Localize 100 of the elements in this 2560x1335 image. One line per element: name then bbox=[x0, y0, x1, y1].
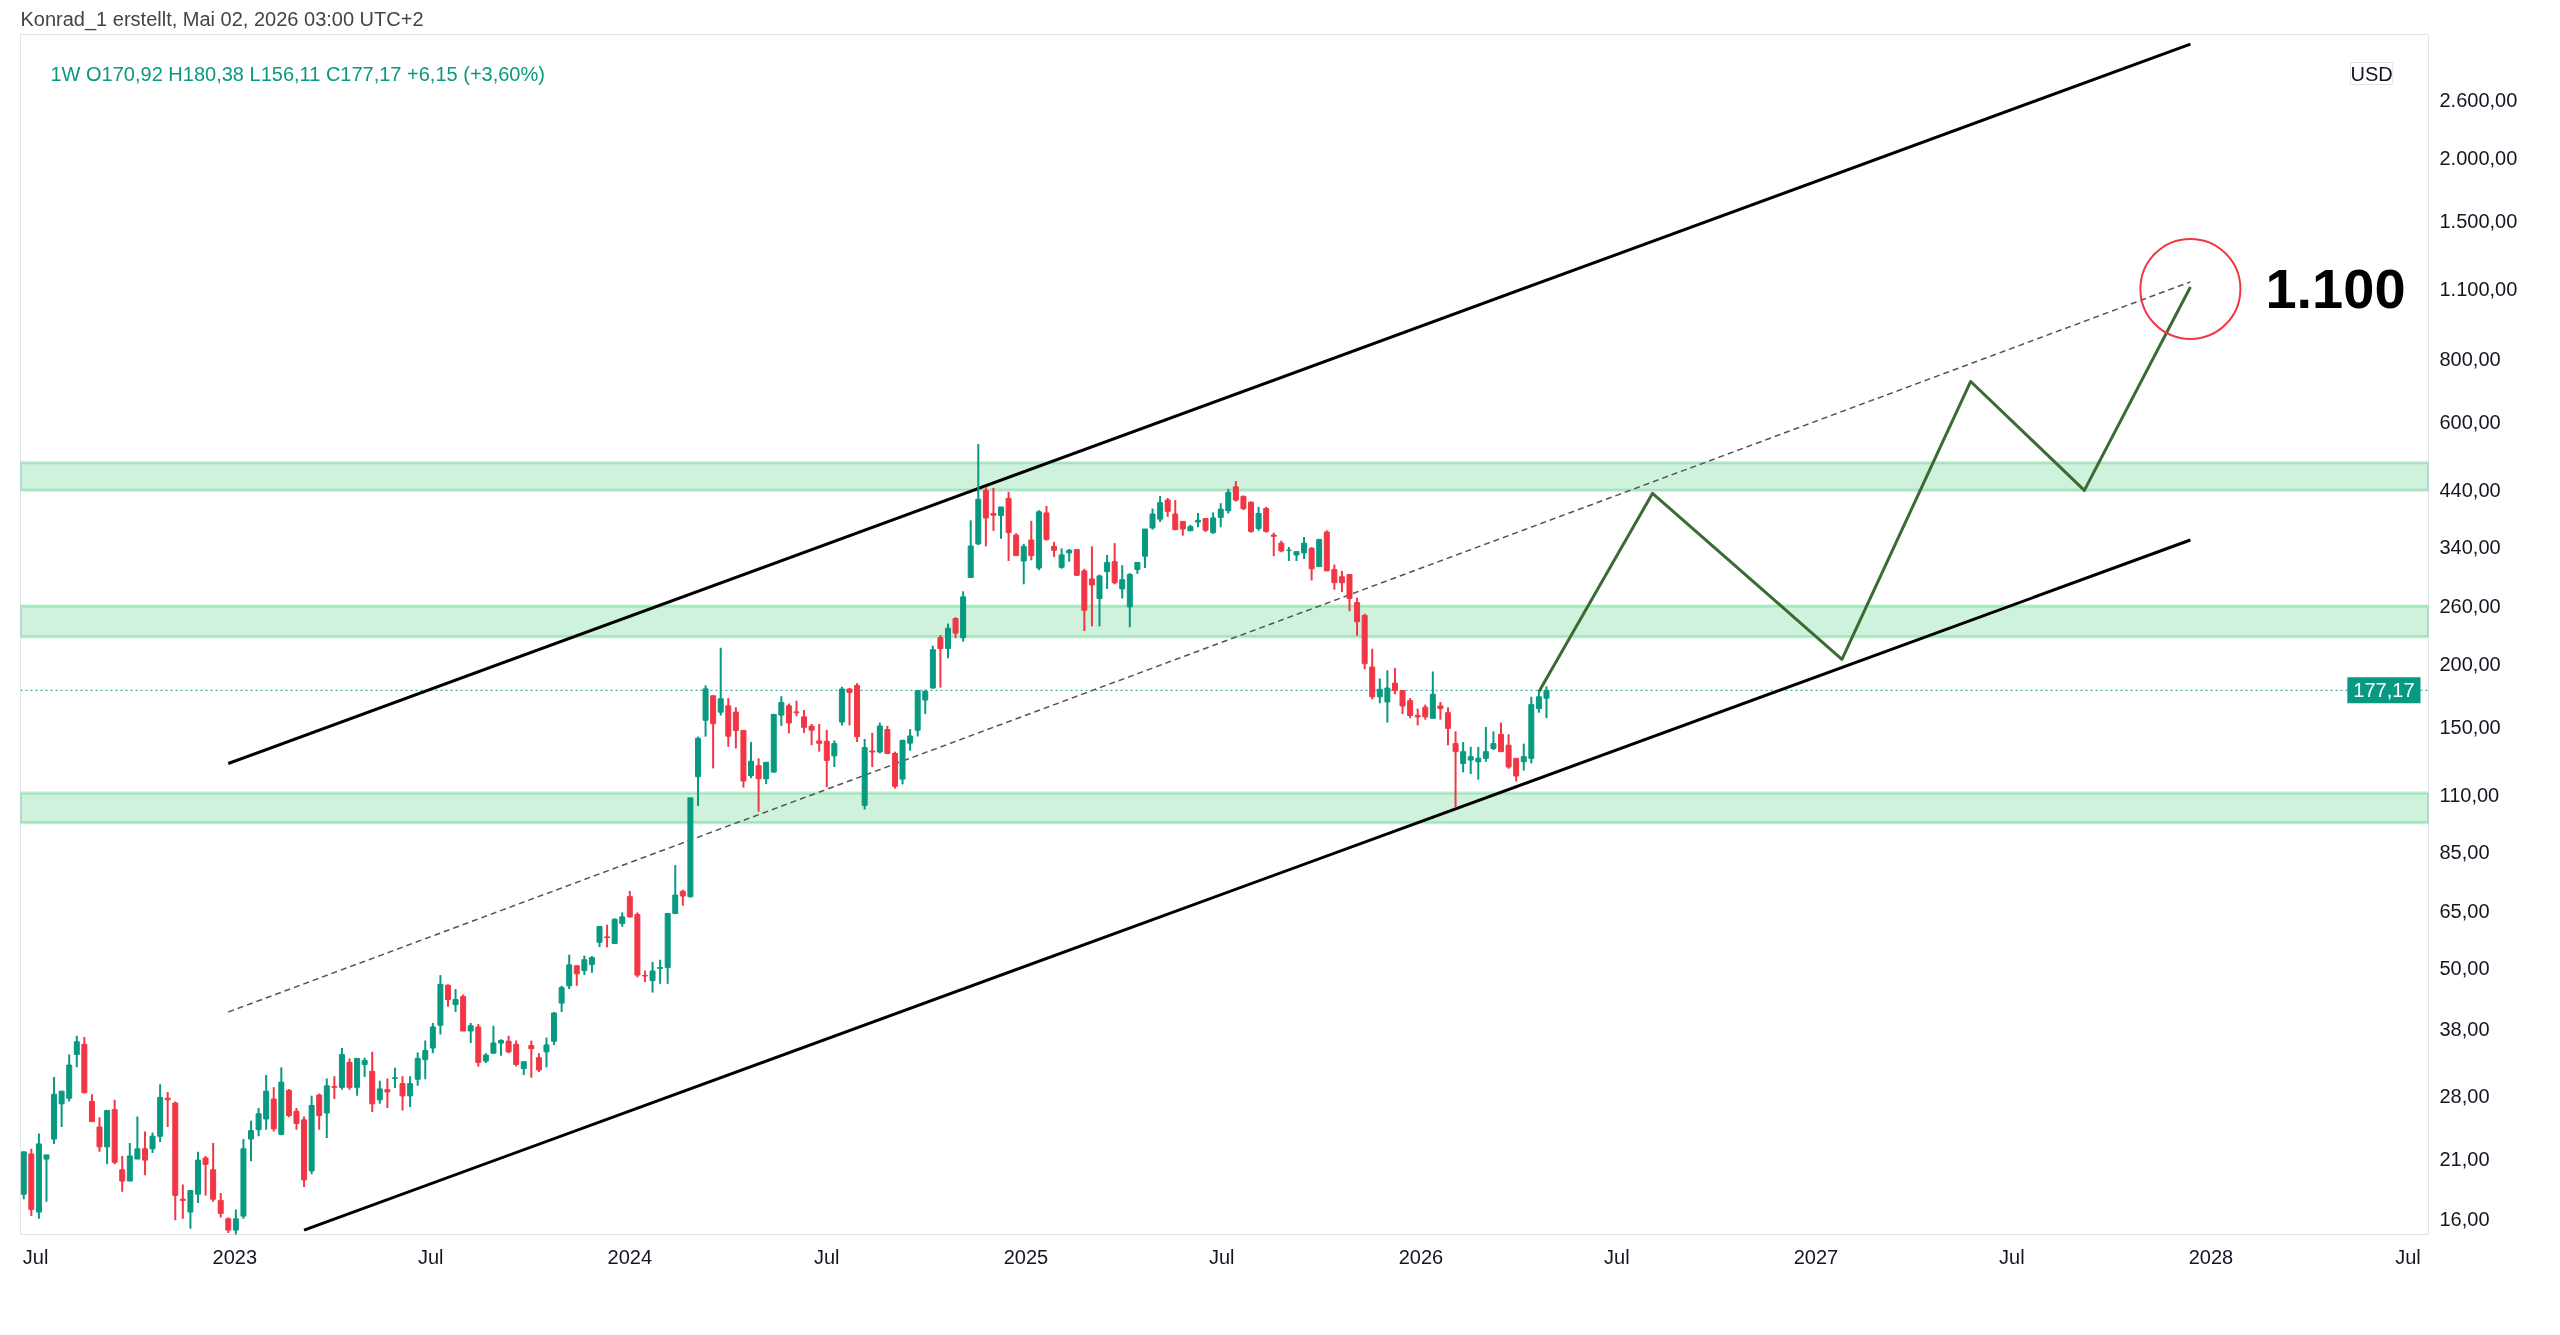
candlestick bbox=[573, 964, 580, 987]
y-tick-label: 1.500,00 bbox=[2439, 209, 2518, 232]
candlestick bbox=[649, 960, 656, 994]
x-tick-label: 2026 bbox=[1398, 1245, 1444, 1268]
y-tick-label: 65,00 bbox=[2439, 899, 2490, 922]
candlestick bbox=[331, 1075, 338, 1100]
x-tick-label: 2028 bbox=[2188, 1245, 2234, 1268]
y-tick-label: 85,00 bbox=[2439, 840, 2490, 863]
candlestick bbox=[1111, 542, 1118, 586]
candlestick bbox=[604, 923, 611, 949]
candlestick bbox=[566, 953, 573, 991]
x-tick-label: Jul bbox=[22, 1245, 49, 1268]
candlestick bbox=[1164, 496, 1171, 518]
candlestick bbox=[823, 728, 830, 789]
y-tick-label: 150,00 bbox=[2439, 715, 2501, 738]
y-tick-label: 800,00 bbox=[2439, 347, 2501, 370]
y-tick-label: 21,00 bbox=[2439, 1148, 2490, 1171]
candlestick bbox=[1058, 547, 1065, 570]
y-tick-label: 260,00 bbox=[2439, 594, 2501, 617]
y-tick-label: 2.000,00 bbox=[2439, 146, 2518, 169]
ref-line-label: 177,17 bbox=[2353, 679, 2415, 702]
x-tick-label: Jul bbox=[2395, 1245, 2421, 1268]
candlestick bbox=[543, 1036, 550, 1069]
x-tick-label: Jul bbox=[1999, 1245, 2025, 1268]
candlestick bbox=[361, 1056, 368, 1079]
candlestick bbox=[558, 984, 565, 1013]
x-tick-label: 2025 bbox=[1003, 1245, 1049, 1268]
candlestick bbox=[1490, 730, 1497, 752]
candlestick bbox=[1255, 505, 1262, 532]
candlestick bbox=[202, 1154, 209, 1197]
candlestick bbox=[376, 1079, 383, 1105]
candlestick bbox=[1270, 531, 1277, 558]
candlestick bbox=[1172, 499, 1179, 532]
candlestick bbox=[1354, 596, 1361, 637]
y-tick-label: 1.100,00 bbox=[2439, 277, 2518, 300]
candlestick bbox=[763, 761, 770, 786]
candlestick bbox=[952, 616, 959, 640]
candlestick bbox=[937, 634, 944, 689]
candlestick bbox=[1088, 545, 1095, 628]
y-tick-label: 2.600,00 bbox=[2439, 88, 2518, 111]
y-tick-label: 38,00 bbox=[2439, 1017, 2490, 1040]
y-tick-label: 28,00 bbox=[2439, 1084, 2490, 1107]
y-tick-label: 440,00 bbox=[2439, 479, 2501, 502]
y-tick-label: 200,00 bbox=[2439, 652, 2501, 675]
candlestick bbox=[1210, 511, 1217, 535]
candlestick bbox=[816, 722, 823, 753]
candlestick bbox=[88, 1093, 95, 1123]
candlestick bbox=[316, 1092, 323, 1131]
candlestick bbox=[1308, 546, 1315, 582]
candlestick bbox=[96, 1116, 103, 1153]
candlestick bbox=[445, 983, 451, 1008]
candlestick bbox=[452, 988, 459, 1013]
y-tick-label: 16,00 bbox=[2439, 1207, 2490, 1230]
candlestick bbox=[467, 1021, 474, 1045]
candlestick bbox=[119, 1154, 126, 1193]
candlestick bbox=[429, 1021, 436, 1055]
candlestick bbox=[217, 1191, 224, 1219]
candlestick bbox=[831, 739, 838, 768]
candlestick bbox=[748, 741, 755, 780]
candlestick bbox=[1020, 542, 1027, 586]
candlestick bbox=[1028, 519, 1035, 562]
candlestick bbox=[407, 1075, 414, 1109]
candlestick bbox=[1482, 725, 1489, 763]
y-tick-label: 340,00 bbox=[2439, 536, 2501, 559]
candlestick bbox=[528, 1039, 535, 1079]
candlestick bbox=[581, 954, 588, 977]
candlestick bbox=[1452, 730, 1459, 809]
x-tick-label: Jul bbox=[1604, 1245, 1630, 1268]
x-tick-label: Jul bbox=[1209, 1245, 1235, 1268]
y-tick-label: 110,00 bbox=[2439, 784, 2500, 807]
x-tick-label: Jul bbox=[813, 1245, 840, 1268]
text: Konrad_1 erstellt, Mai 02, 2026 03:00 UTC+2 bbox=[20, 7, 424, 31]
candlestick bbox=[755, 757, 762, 813]
candlestick bbox=[141, 1130, 148, 1177]
candlestick bbox=[657, 958, 664, 985]
candlestick bbox=[1119, 564, 1126, 600]
candlestick bbox=[1013, 532, 1020, 557]
annotation: USD bbox=[2350, 62, 2393, 85]
candlestick bbox=[596, 925, 603, 949]
candlestick bbox=[1104, 553, 1111, 590]
y-tick-label: 600,00 bbox=[2439, 411, 2501, 434]
candlestick bbox=[73, 1034, 80, 1069]
candlestick bbox=[179, 1183, 186, 1220]
x-tick-label: 2027 bbox=[1793, 1245, 1839, 1268]
candlestick bbox=[391, 1066, 398, 1090]
y-tick-label: 50,00 bbox=[2439, 957, 2490, 980]
candlestick bbox=[945, 622, 951, 660]
line-series bbox=[1537, 285, 2192, 694]
candlestick bbox=[869, 731, 876, 768]
x-tick-label: 2024 bbox=[607, 1245, 653, 1268]
candlestick bbox=[1460, 741, 1467, 774]
candlestick bbox=[998, 505, 1005, 540]
candlestick bbox=[1444, 706, 1451, 747]
candlestick bbox=[399, 1075, 406, 1112]
x-tick-label: Jul bbox=[417, 1245, 444, 1268]
annotation: 1.100 bbox=[2265, 256, 2406, 320]
x-tick-label: 2023 bbox=[212, 1245, 258, 1268]
candlestick bbox=[248, 1119, 255, 1163]
chart-title: 1W O170,92 H180,38 L156,11 C177,17 +6,15 (+3,60%) bbox=[50, 62, 545, 85]
candlestick bbox=[384, 1077, 391, 1109]
